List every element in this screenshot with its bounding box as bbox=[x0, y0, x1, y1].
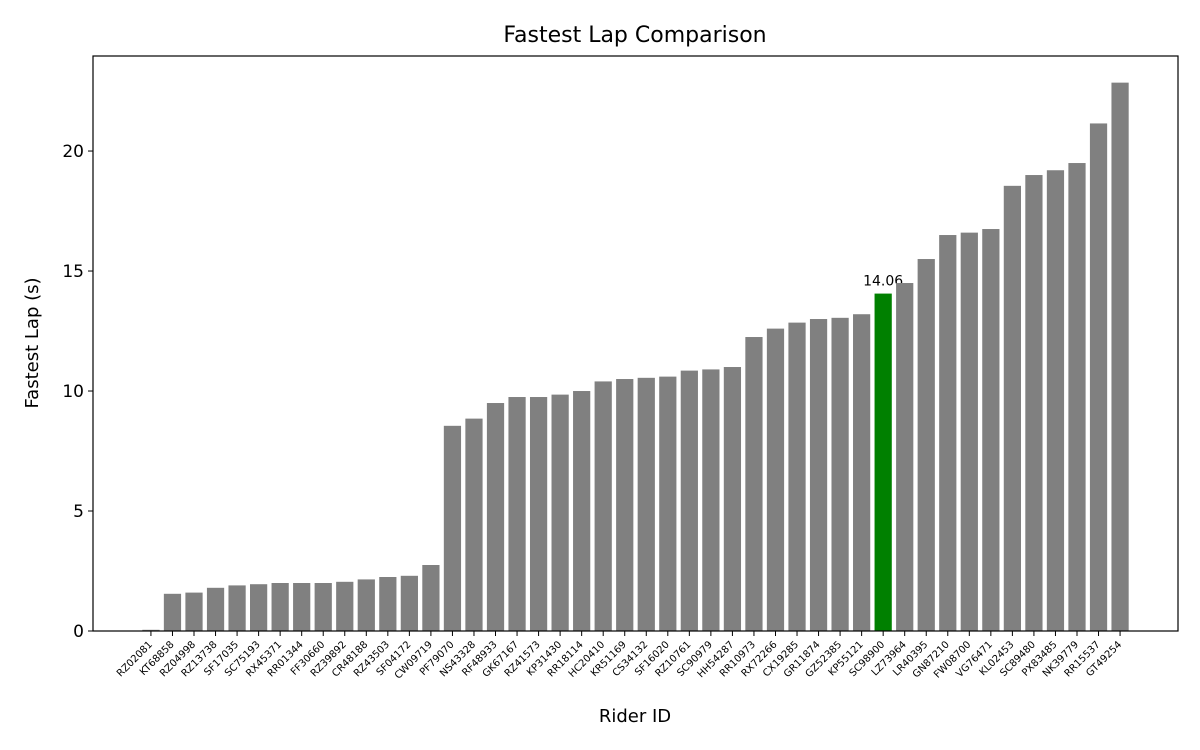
y-tick-label: 0 bbox=[73, 622, 84, 642]
bar bbox=[896, 283, 914, 631]
bar bbox=[1025, 175, 1043, 631]
bar bbox=[336, 581, 354, 631]
bar bbox=[1111, 82, 1129, 632]
bar bbox=[960, 232, 978, 631]
bar bbox=[659, 376, 677, 631]
bar bbox=[637, 377, 655, 631]
bar bbox=[917, 259, 935, 631]
y-tick-label: 20 bbox=[62, 142, 84, 162]
bar bbox=[745, 337, 763, 631]
bar bbox=[379, 577, 397, 631]
bar bbox=[831, 317, 849, 631]
bar bbox=[486, 403, 505, 631]
bar bbox=[314, 583, 332, 631]
plot-frame bbox=[92, 55, 1179, 632]
bar bbox=[357, 579, 375, 631]
bar bbox=[680, 370, 698, 631]
bar bbox=[982, 229, 1000, 632]
bar bbox=[228, 585, 246, 631]
bar bbox=[702, 369, 720, 631]
chart-title: Fastest Lap Comparison bbox=[503, 23, 766, 48]
bar bbox=[508, 397, 526, 631]
bar bbox=[809, 319, 828, 631]
bar bbox=[422, 565, 440, 631]
bar bbox=[573, 391, 591, 631]
bar bbox=[163, 593, 182, 631]
bar bbox=[723, 367, 742, 631]
bar bbox=[853, 314, 871, 631]
y-tick-label: 15 bbox=[62, 262, 84, 282]
bar bbox=[465, 418, 483, 631]
bar bbox=[400, 575, 418, 631]
bar bbox=[874, 293, 892, 631]
bar bbox=[616, 379, 634, 631]
data-label: 14.06 bbox=[863, 274, 903, 290]
bar bbox=[206, 587, 225, 631]
bar bbox=[1068, 163, 1086, 632]
bar bbox=[551, 394, 569, 631]
bar bbox=[249, 584, 268, 631]
y-axis-label: Fastest Lap (s) bbox=[22, 277, 43, 408]
x-axis-label: Rider ID bbox=[599, 706, 671, 727]
bar bbox=[443, 425, 462, 631]
bar bbox=[293, 583, 311, 631]
bar bbox=[594, 381, 612, 631]
bar bbox=[766, 328, 785, 631]
y-tick-label: 10 bbox=[62, 382, 84, 402]
bar bbox=[271, 583, 289, 631]
bar bbox=[185, 592, 203, 631]
bar bbox=[1089, 123, 1108, 632]
bar bbox=[529, 397, 548, 631]
bar bbox=[1003, 185, 1022, 631]
bar bbox=[788, 322, 806, 631]
bar bbox=[939, 235, 957, 632]
bar bbox=[1046, 170, 1065, 631]
y-tick-label: 5 bbox=[73, 502, 84, 522]
